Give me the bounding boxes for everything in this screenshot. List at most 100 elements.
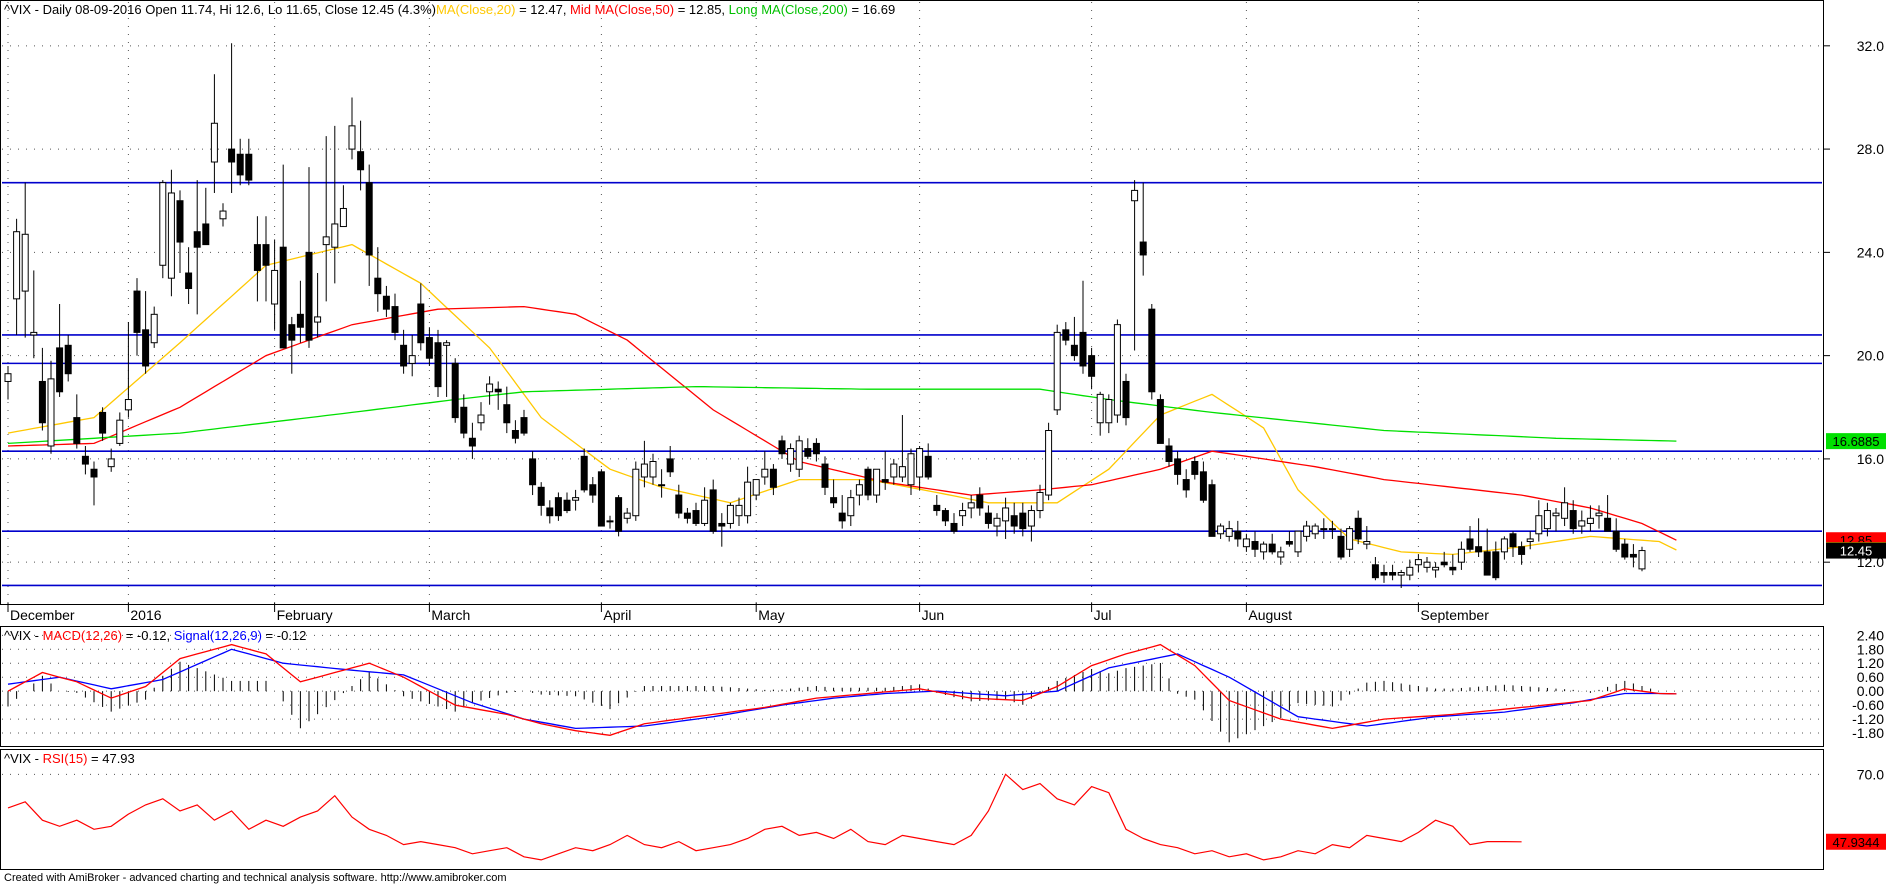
candle — [580, 448, 588, 493]
rsi-tag-box — [1826, 833, 1886, 850]
candle-body — [374, 277, 382, 295]
candle-body — [73, 417, 81, 444]
candle-body — [572, 497, 580, 501]
candle — [1260, 541, 1268, 560]
candle — [1019, 502, 1027, 537]
candle — [142, 291, 150, 374]
candle — [1561, 487, 1569, 527]
candle-body — [752, 479, 760, 496]
candle — [1509, 531, 1517, 558]
candle — [1612, 518, 1620, 552]
candle — [400, 329, 408, 374]
candle — [210, 74, 218, 193]
candle — [830, 479, 838, 508]
candle — [554, 492, 562, 521]
candle-body — [1079, 331, 1087, 367]
macd-y-tick-label: -1.20 — [1852, 711, 1884, 727]
candle — [864, 466, 872, 501]
candle — [572, 489, 580, 511]
candle — [1518, 541, 1526, 565]
candle-body — [451, 362, 459, 419]
candle — [1036, 484, 1044, 519]
candle — [666, 446, 674, 477]
price-tag-close: 12.45 — [1826, 542, 1886, 559]
x-axis-label: August — [1248, 607, 1292, 623]
candle — [374, 247, 382, 312]
ma-long-label: Long MA(Close,200) — [729, 2, 848, 17]
candle-body — [503, 404, 511, 424]
candle-body — [1475, 546, 1483, 553]
ma-short-value: = 12.47, — [515, 2, 570, 17]
candle — [950, 513, 958, 534]
candle — [993, 513, 1001, 537]
macd-y-tick-label: 1.80 — [1857, 641, 1884, 657]
candle-body — [1406, 566, 1414, 576]
candle-body — [4, 373, 12, 382]
candle-body — [443, 342, 451, 346]
rsi-header-sep: - — [31, 751, 43, 766]
candle — [357, 120, 365, 191]
candle-body — [408, 355, 416, 364]
candle — [159, 180, 167, 279]
candle-body — [606, 520, 614, 523]
candle — [589, 476, 597, 503]
price-tag-close-text: 12.45 — [1840, 544, 1873, 559]
candle — [193, 180, 201, 315]
candle-body — [1045, 430, 1053, 496]
candle-body — [1027, 510, 1035, 527]
candle — [185, 247, 193, 304]
candle-body — [864, 468, 872, 496]
candle-body — [778, 440, 786, 455]
macd-header-symbol: ^VIX — [4, 628, 31, 643]
candle-body — [331, 223, 339, 248]
price-header: ^VIX - Daily 08-09-2016 Open 11.74, Hi 1… — [4, 2, 895, 17]
candle-body — [477, 414, 485, 424]
candle — [219, 203, 227, 227]
candle — [1002, 497, 1010, 539]
candle-body — [1113, 324, 1121, 416]
candle — [1604, 495, 1612, 532]
macd-y-tick-label: 1.20 — [1857, 655, 1884, 671]
candle — [529, 451, 537, 496]
candle — [941, 507, 949, 527]
candle-body — [1638, 550, 1646, 570]
candle-body — [262, 244, 270, 266]
candle-body — [632, 468, 640, 517]
candle-body — [1260, 543, 1268, 553]
candle-body — [1595, 512, 1603, 517]
candle-body — [486, 383, 494, 393]
ma-mid-value: = 12.85, — [674, 2, 729, 17]
candle — [1303, 520, 1311, 542]
candle-body — [1105, 399, 1113, 424]
candle-body — [253, 244, 261, 271]
macd-y-tick-label: 2.40 — [1857, 627, 1884, 643]
candle-body — [735, 504, 743, 517]
macd-header: ^VIX - MACD(12,26) = -0.12, Signal(12,26… — [4, 628, 306, 643]
candle-body — [417, 303, 425, 344]
rsi-header: ^VIX - RSI(15) = 47.93 — [4, 751, 135, 766]
candle-body — [640, 463, 648, 478]
candle-body — [589, 484, 597, 496]
candle-body — [305, 251, 313, 341]
rsi-pane: 70.0 47.9344 ^VIX - RSI(15) = 47.93 — [0, 749, 1886, 870]
candle-body — [1346, 528, 1354, 550]
candle — [81, 446, 89, 475]
rsi-header-symbol: ^VIX — [4, 751, 31, 766]
price-header-info: - Daily 08-09-2016 Open 11.74, Hi 12.6, … — [31, 2, 436, 17]
candle-body — [1621, 543, 1629, 558]
candle — [408, 334, 416, 377]
candle — [116, 412, 124, 446]
candle — [812, 438, 820, 462]
candle — [1475, 518, 1483, 558]
candle-body — [984, 512, 992, 524]
candle-body — [279, 246, 287, 349]
candle-body — [675, 494, 683, 514]
candle-body — [1139, 241, 1147, 256]
candle-body — [365, 182, 373, 256]
candle — [314, 273, 322, 338]
candle-body — [1096, 393, 1104, 424]
candle — [228, 43, 236, 193]
rsi-label: RSI(15) — [43, 751, 88, 766]
candle-body — [142, 329, 150, 367]
candle-body — [1303, 525, 1311, 537]
